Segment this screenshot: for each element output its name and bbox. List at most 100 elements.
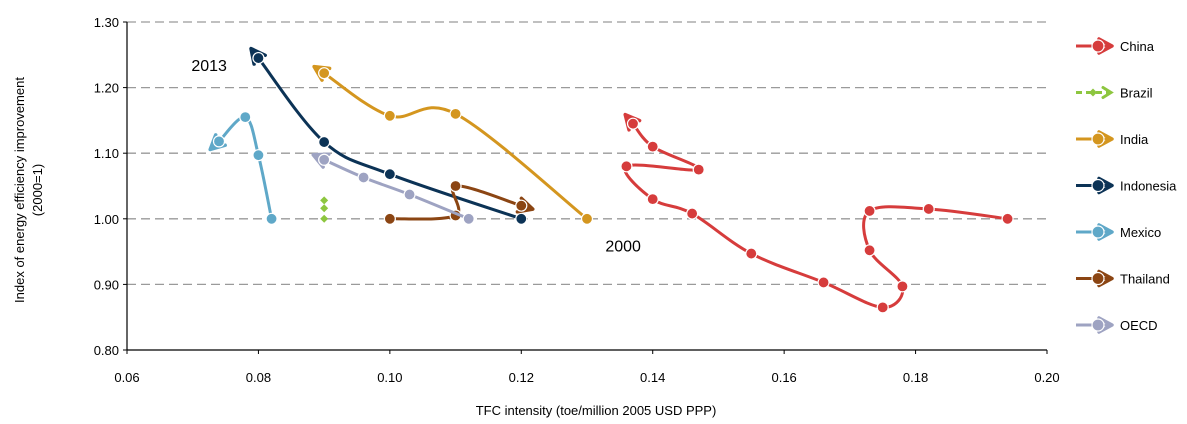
y-tick-label: 1.20 <box>94 81 119 96</box>
legend-swatch-marker <box>1091 178 1105 193</box>
data-point-oecd <box>318 153 331 166</box>
legend-swatch-marker <box>1091 39 1105 53</box>
data-point-indonesia <box>252 51 265 65</box>
data-point-oecd <box>357 171 370 184</box>
data-point-china <box>745 247 758 260</box>
legend-swatch-marker <box>1091 132 1105 146</box>
data-point-china <box>646 140 659 153</box>
annotation-2000: 2000 <box>605 239 641 256</box>
series-line-mexico <box>217 115 274 221</box>
data-point-thailand <box>383 212 396 225</box>
data-point-oecd <box>403 188 416 201</box>
data-point-mexico <box>265 212 278 225</box>
data-point-india <box>580 212 594 225</box>
data-point-thailand <box>449 179 462 193</box>
data-point-indonesia <box>383 168 396 181</box>
legend-swatch-arrow <box>1097 37 1114 55</box>
data-point-mexico <box>212 135 226 148</box>
legend-swatch-marker <box>1091 225 1105 239</box>
x-tick-label: 0.08 <box>246 370 271 385</box>
data-point-china <box>1001 212 1014 225</box>
data-point-china <box>646 193 659 206</box>
legend-swatch-marker <box>1091 318 1105 332</box>
x-tick-label: 0.06 <box>114 370 139 385</box>
data-point-thailand <box>515 199 528 212</box>
data-point-china <box>922 202 935 216</box>
data-point-china <box>620 160 633 173</box>
legend-item-brazil: Brazil <box>1076 86 1153 101</box>
data-point-mexico <box>239 111 252 124</box>
data-point-china <box>817 276 830 289</box>
series-line-india <box>322 71 589 221</box>
annotation-2013: 2013 <box>191 58 227 75</box>
data-point-brazil <box>320 196 329 205</box>
data-point-china <box>863 244 876 257</box>
y-axis-title-line1: Index of energy efficiency improvement <box>12 77 27 303</box>
legend-swatch-marker <box>1091 271 1105 286</box>
data-point-brazil <box>320 214 329 223</box>
series-china <box>620 112 1014 314</box>
x-tick-label: 0.20 <box>1034 370 1059 385</box>
tick-labels: 0.80 0.90 1.00 1.10 1.20 1.30 0.06 0.08 0.10 0.12… <box>94 15 1060 385</box>
series-mexico <box>208 111 278 225</box>
grid-lines <box>127 21 1047 286</box>
legend-label-thailand: Thailand <box>1120 272 1170 287</box>
legend-item-india: India <box>1076 130 1149 148</box>
series-oecd <box>311 152 475 225</box>
x-tick-label: 0.12 <box>509 370 534 385</box>
legend-swatch-arrow <box>1097 223 1114 241</box>
data-point-indonesia <box>515 212 528 225</box>
annotations: 2013 2000 <box>191 58 641 255</box>
legend-item-mexico: Mexico <box>1076 223 1161 241</box>
legend-label-oecd: OECD <box>1120 318 1158 333</box>
series-line-china <box>623 122 1010 309</box>
series-india <box>312 64 594 225</box>
legend-label-india: India <box>1120 132 1149 147</box>
y-tick-label: 1.30 <box>94 15 119 30</box>
x-tick-label: 0.18 <box>903 370 928 385</box>
legend-item-china: China <box>1076 37 1155 55</box>
data-point-mexico <box>252 149 265 162</box>
legend-item-oecd: OECD <box>1076 316 1158 334</box>
series-line-thailand <box>388 184 523 221</box>
legend-label-mexico: Mexico <box>1120 225 1161 240</box>
series-group <box>208 46 1014 314</box>
y-tick-label: 0.80 <box>94 343 119 358</box>
legend-swatch-arrow <box>1101 86 1114 99</box>
data-point-india <box>383 109 396 122</box>
data-point-china <box>876 301 889 314</box>
legend-item-indonesia: Indonesia <box>1076 176 1177 195</box>
y-axis-title-line2: (2000=1) <box>30 164 45 216</box>
series-line-oecd <box>322 158 471 221</box>
data-point-indonesia <box>318 135 331 149</box>
y-axis-title: Index of energy efficiency improvement (… <box>12 77 45 303</box>
data-point-china <box>863 204 876 218</box>
series-line-indonesia <box>256 56 523 221</box>
y-tick-label: 1.00 <box>94 212 119 227</box>
legend-label-china: China <box>1120 39 1155 54</box>
data-point-china <box>896 280 909 293</box>
data-point-india <box>449 107 462 120</box>
legend-swatch-arrow <box>1097 269 1114 288</box>
legend: China Brazil India Indonesia Mexico Thailand O… <box>1076 37 1177 334</box>
y-tick-label: 0.90 <box>94 277 119 292</box>
data-point-oecd <box>462 212 475 225</box>
x-tick-label: 0.14 <box>640 370 665 385</box>
legend-swatch-arrow <box>1097 316 1114 334</box>
axes <box>123 21 1048 354</box>
legend-swatch-arrow <box>1097 176 1114 195</box>
series-thailand <box>383 179 535 225</box>
legend-label-brazil: Brazil <box>1120 86 1153 101</box>
x-axis-title: TFC intensity (toe/million 2005 USD PPP) <box>476 403 717 418</box>
legend-item-thailand: Thailand <box>1076 269 1170 288</box>
legend-swatch-arrow <box>1097 130 1114 148</box>
x-tick-label: 0.16 <box>771 370 796 385</box>
data-point-china <box>626 117 640 130</box>
legend-label-indonesia: Indonesia <box>1120 179 1177 194</box>
series-indonesia <box>249 46 528 225</box>
legend-swatch-marker <box>1089 88 1097 97</box>
x-tick-label: 0.10 <box>377 370 402 385</box>
data-point-china <box>686 207 699 220</box>
data-point-china <box>692 163 705 176</box>
